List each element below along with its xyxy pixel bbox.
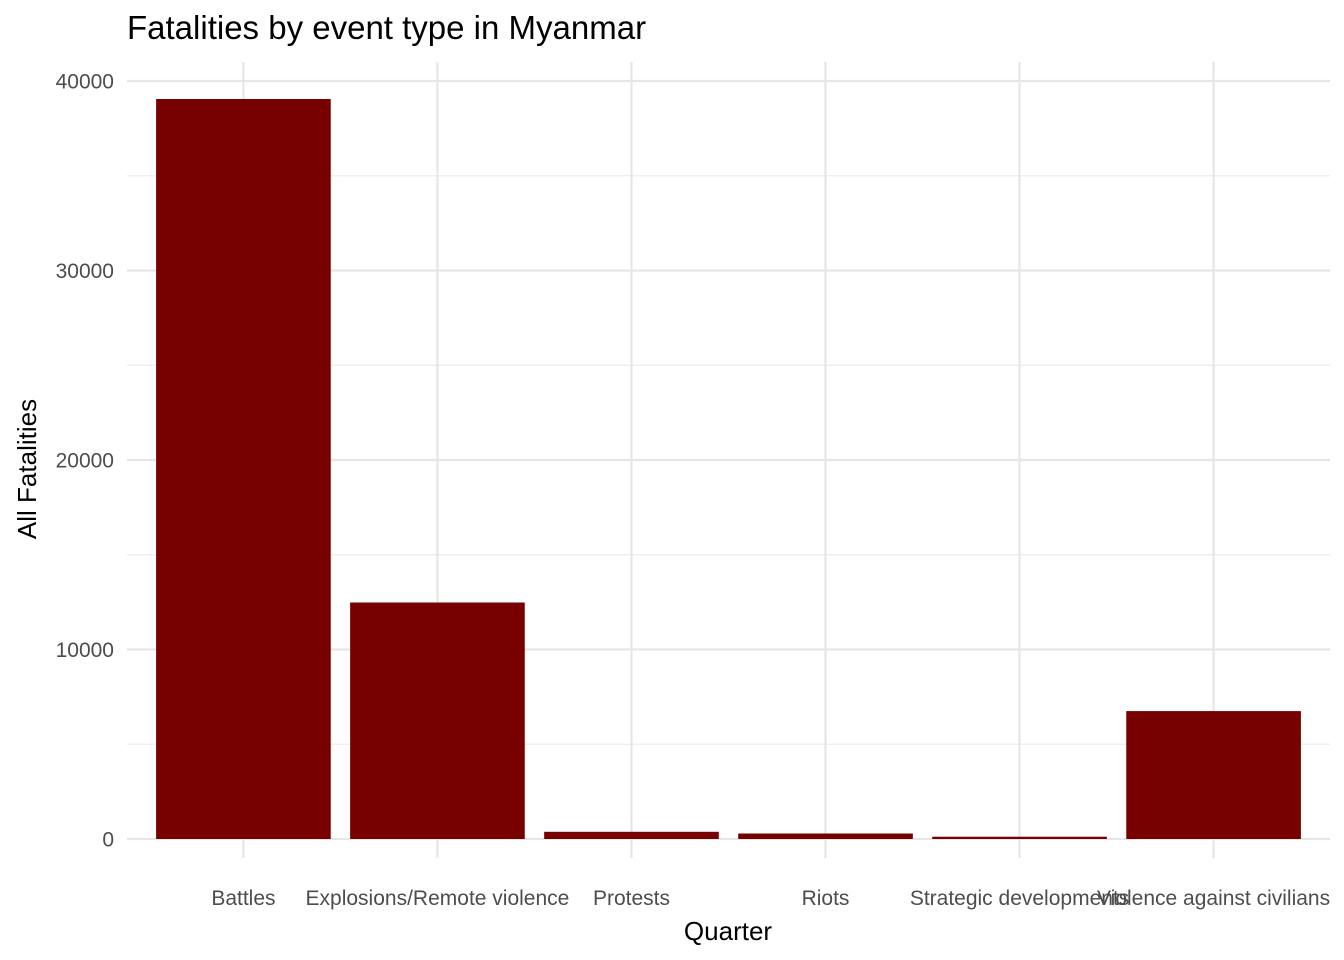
x-tick-label: Explosions/Remote violence [306, 887, 570, 910]
bar [1126, 711, 1301, 839]
y-tick-label: 10000 [56, 639, 114, 662]
y-tick-label: 0 [102, 829, 114, 852]
y-axis-title: All Fatalities [12, 399, 42, 539]
bar [156, 99, 331, 839]
x-tick-label: Riots [802, 887, 850, 910]
x-axis-title: Quarter [684, 916, 772, 946]
x-tick-label: Violence against civilians [1097, 887, 1330, 910]
bar [544, 831, 719, 839]
y-tick-label: 30000 [56, 260, 114, 283]
x-tick-label: Strategic developments [910, 887, 1129, 910]
x-tick-label: Battles [211, 887, 275, 910]
y-tick-labels: 0 10000 20000 30000 40000 [56, 71, 114, 852]
bar [932, 836, 1107, 839]
x-tick-label: Protests [593, 887, 670, 910]
chart-title: Fatalities by event type in Myanmar [127, 9, 646, 46]
bars-layer [156, 99, 1301, 839]
y-tick-label: 40000 [56, 71, 114, 94]
bar [350, 602, 525, 839]
x-tick-labels: Battles Explosions/Remote violence Protest… [211, 887, 1330, 910]
bar [738, 833, 913, 839]
y-tick-label: 20000 [56, 450, 114, 473]
